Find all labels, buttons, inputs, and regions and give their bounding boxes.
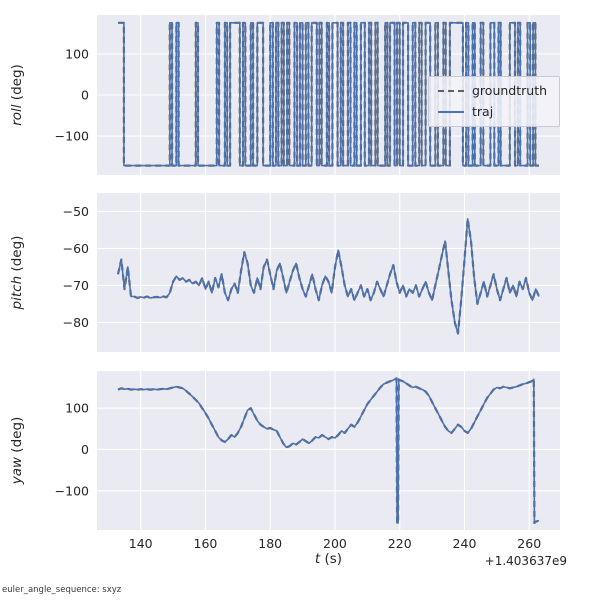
- ylabel-roll: roll (deg): [9, 64, 25, 126]
- xlabel-variable: t: [314, 551, 321, 567]
- y-tick-label: 100: [65, 401, 89, 416]
- x-tick-label: 260: [517, 536, 541, 551]
- x-tick-label: 200: [323, 536, 347, 551]
- legend-entry-traj: traj: [438, 103, 550, 119]
- footer-note: euler_angle_sequence: sxyz: [2, 585, 122, 595]
- x-tick-label: 220: [388, 536, 412, 551]
- y-tick-label: 100: [65, 46, 89, 61]
- ylabel-yaw: yaw (deg): [9, 417, 25, 486]
- dashed-line-sample: [438, 90, 464, 93]
- x-tick-label: 160: [194, 536, 218, 551]
- subplot-yaw: −100 0 100 yaw (deg) 140 160 180 200 220 240 260: [9, 371, 560, 551]
- xlabel-unit: (s): [320, 551, 343, 567]
- y-tick-label: −60: [63, 241, 89, 256]
- legend-entry-groundtruth: groundtruth: [438, 83, 550, 98]
- y-tick-label: 0: [81, 442, 89, 457]
- x-tick-label: 180: [258, 536, 282, 551]
- axes-background: [97, 371, 560, 530]
- y-tick-label: −100: [55, 483, 89, 498]
- series-traj: [118, 22, 539, 167]
- x-tick-label: 240: [453, 536, 477, 551]
- legend-label: traj: [472, 103, 494, 119]
- series-traj: [117, 377, 540, 524]
- y-tick-label: −70: [63, 278, 89, 293]
- legend: groundtruth traj: [428, 76, 560, 127]
- x-tick-label: 140: [129, 536, 153, 551]
- legend-label: groundtruth: [472, 83, 548, 98]
- y-tick-label: −100: [55, 129, 89, 144]
- subplot-pitch: −80 −70 −60 −50 pitch (deg): [9, 193, 560, 352]
- ylabel-pitch: pitch (deg): [9, 236, 25, 311]
- x-axis-offset-label: +1.403637e9: [484, 554, 567, 568]
- axes-background: [97, 193, 560, 352]
- xlabel: t (s): [97, 551, 560, 567]
- y-tick-label: 0: [81, 88, 89, 103]
- y-tick-label: −80: [63, 315, 89, 330]
- y-tick-label: −50: [63, 204, 89, 219]
- series-traj: [117, 218, 540, 335]
- solid-line-sample: [438, 110, 464, 113]
